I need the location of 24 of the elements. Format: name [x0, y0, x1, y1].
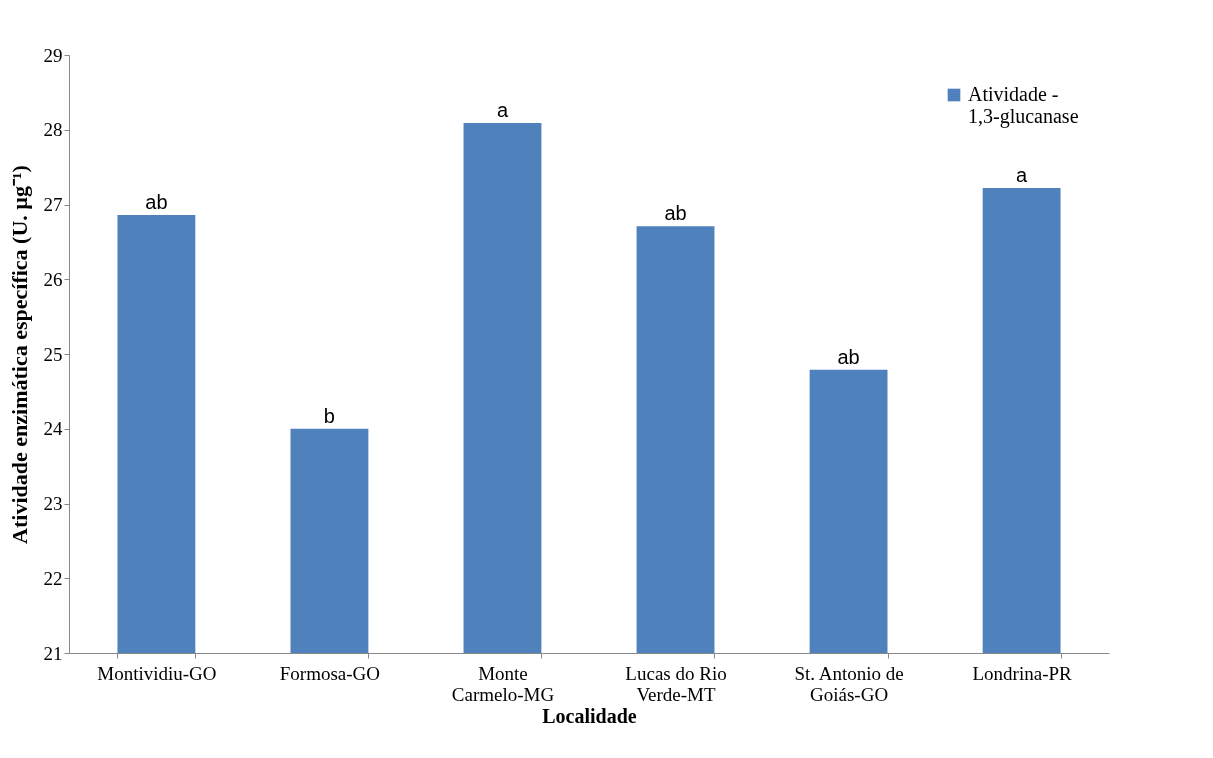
x-tick-label: Montividiu-GO [97, 662, 217, 684]
annotation: ab [837, 345, 860, 368]
y-tick-label: 21 [43, 642, 63, 664]
x-tick-label: Formosa-GO [279, 662, 381, 684]
x-tick-label: Lucas do Rio Verde-MT [625, 662, 727, 705]
y-tick-label: 24 [43, 418, 63, 440]
y-tick-label: 28 [43, 119, 63, 141]
x-axis-title: Localidade [542, 704, 637, 727]
x-tick-label: Monte Carmelo-MG [451, 662, 555, 705]
y-tick-label: 23 [43, 493, 63, 514]
annotation: ab [145, 190, 168, 213]
annotation: ab [664, 202, 687, 225]
y-tick-label: 25 [43, 343, 63, 365]
legend-label: Atividade - 1,3-glucanase [968, 83, 1079, 128]
y-axis-title: Atividade enzimática específica (U. µg⁻¹) [6, 165, 32, 544]
x-tick-label: St. Antonio de Goiás-GO [794, 662, 904, 705]
y-tick-label: 22 [43, 567, 63, 589]
x-tick-label: Londrina-PR [972, 662, 1073, 684]
annotation: b [323, 404, 335, 427]
y-tick-label: 27 [43, 194, 63, 215]
annotation: a [496, 99, 509, 122]
y-tick-label: 26 [43, 268, 63, 290]
y-tick-label: 29 [43, 44, 63, 66]
annotation: a [1016, 164, 1029, 187]
